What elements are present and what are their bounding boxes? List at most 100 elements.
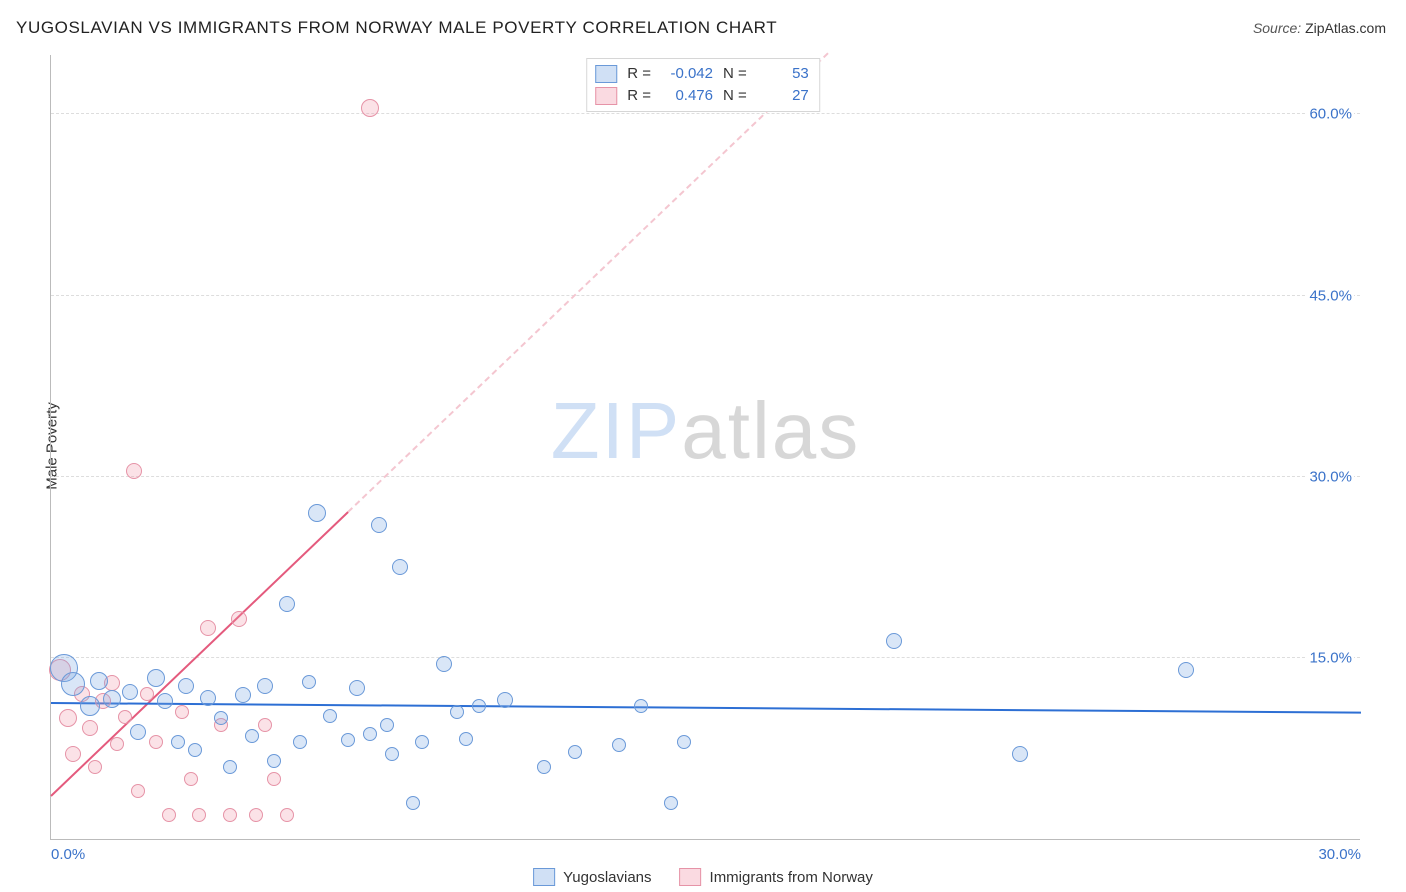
data-point-blue: [147, 669, 165, 687]
data-point-pink: [149, 735, 163, 749]
data-point-blue: [90, 672, 108, 690]
x-tick-label: 30.0%: [1318, 846, 1361, 863]
data-point-blue: [568, 745, 582, 759]
data-point-blue: [323, 709, 337, 723]
trend-line-extrapolated: [347, 52, 829, 512]
data-point-blue: [80, 696, 100, 716]
y-tick-label: 30.0%: [1307, 468, 1354, 485]
n-label: N =: [723, 63, 747, 85]
data-point-pink: [82, 720, 98, 736]
watermark: ZIPatlas: [551, 385, 860, 477]
y-tick-label: 15.0%: [1307, 649, 1354, 666]
data-point-blue: [634, 699, 648, 713]
r-value-blue: -0.042: [661, 63, 713, 85]
data-point-blue: [497, 692, 513, 708]
data-point-blue: [157, 693, 173, 709]
data-point-blue: [612, 738, 626, 752]
swatch-blue-icon: [595, 65, 617, 83]
watermark-part1: ZIP: [551, 386, 681, 475]
data-point-blue: [214, 711, 228, 725]
swatch-pink-icon: [680, 868, 702, 886]
source-value: ZipAtlas.com: [1305, 20, 1386, 36]
x-tick-label: 0.0%: [51, 846, 85, 863]
data-point-pink: [184, 772, 198, 786]
correlation-legend-row-blue: R = -0.042 N = 53: [595, 63, 809, 85]
r-label: R =: [627, 85, 651, 107]
data-point-pink: [162, 808, 176, 822]
y-tick-label: 60.0%: [1307, 106, 1354, 123]
data-point-pink: [175, 705, 189, 719]
data-point-blue: [406, 796, 420, 810]
data-point-blue: [1012, 746, 1028, 762]
data-point-blue: [122, 684, 138, 700]
data-point-pink: [118, 710, 132, 724]
n-value-pink: 27: [757, 85, 809, 107]
data-point-blue: [293, 735, 307, 749]
data-point-blue: [415, 735, 429, 749]
data-point-blue: [341, 733, 355, 747]
data-point-blue: [61, 672, 85, 696]
data-point-blue: [349, 680, 365, 696]
data-point-pink: [249, 808, 263, 822]
data-point-pink: [231, 611, 247, 627]
series-legend-item-pink: Immigrants from Norway: [680, 868, 873, 886]
data-point-pink: [59, 709, 77, 727]
trend-line: [51, 702, 1361, 714]
data-point-blue: [664, 796, 678, 810]
gridline-h: [51, 295, 1360, 296]
data-point-blue: [188, 743, 202, 757]
series-label-blue: Yugoslavians: [563, 869, 651, 886]
data-point-blue: [103, 690, 121, 708]
swatch-pink-icon: [595, 87, 617, 105]
gridline-h: [51, 113, 1360, 114]
data-point-blue: [267, 754, 281, 768]
gridline-h: [51, 476, 1360, 477]
data-point-blue: [235, 687, 251, 703]
data-point-blue: [130, 724, 146, 740]
data-point-pink: [65, 746, 81, 762]
data-point-pink: [267, 772, 281, 786]
source-label: Source:: [1253, 20, 1301, 36]
n-value-blue: 53: [757, 63, 809, 85]
gridline-h: [51, 657, 1360, 658]
swatch-blue-icon: [533, 868, 555, 886]
data-point-pink: [223, 808, 237, 822]
data-point-blue: [302, 675, 316, 689]
data-point-pink: [110, 737, 124, 751]
y-tick-label: 45.0%: [1307, 287, 1354, 304]
data-point-blue: [537, 760, 551, 774]
data-point-blue: [677, 735, 691, 749]
data-point-blue: [886, 633, 902, 649]
r-label: R =: [627, 63, 651, 85]
data-point-pink: [88, 760, 102, 774]
data-point-blue: [200, 690, 216, 706]
data-point-pink: [280, 808, 294, 822]
data-point-pink: [192, 808, 206, 822]
correlation-legend-row-pink: R = 0.476 N = 27: [595, 85, 809, 107]
data-point-pink: [258, 718, 272, 732]
data-point-pink: [126, 463, 142, 479]
data-point-blue: [171, 735, 185, 749]
series-legend: Yugoslavians Immigrants from Norway: [525, 868, 881, 886]
r-value-pink: 0.476: [661, 85, 713, 107]
data-point-blue: [436, 656, 452, 672]
data-point-pink: [361, 99, 379, 117]
watermark-part2: atlas: [681, 386, 860, 475]
data-point-blue: [392, 559, 408, 575]
data-point-blue: [308, 504, 326, 522]
data-point-blue: [363, 727, 377, 741]
data-point-blue: [257, 678, 273, 694]
source-attribution: Source: ZipAtlas.com: [1253, 20, 1386, 36]
scatter-plot-area: ZIPatlas 15.0%30.0%45.0%60.0%0.0%30.0%: [50, 55, 1360, 840]
chart-title: YUGOSLAVIAN VS IMMIGRANTS FROM NORWAY MA…: [16, 18, 777, 38]
data-point-pink: [131, 784, 145, 798]
n-label: N =: [723, 85, 747, 107]
correlation-legend: R = -0.042 N = 53 R = 0.476 N = 27: [586, 58, 820, 112]
data-point-blue: [380, 718, 394, 732]
data-point-pink: [200, 620, 216, 636]
data-point-blue: [279, 596, 295, 612]
data-point-blue: [450, 705, 464, 719]
data-point-blue: [1178, 662, 1194, 678]
data-point-blue: [245, 729, 259, 743]
data-point-blue: [371, 517, 387, 533]
